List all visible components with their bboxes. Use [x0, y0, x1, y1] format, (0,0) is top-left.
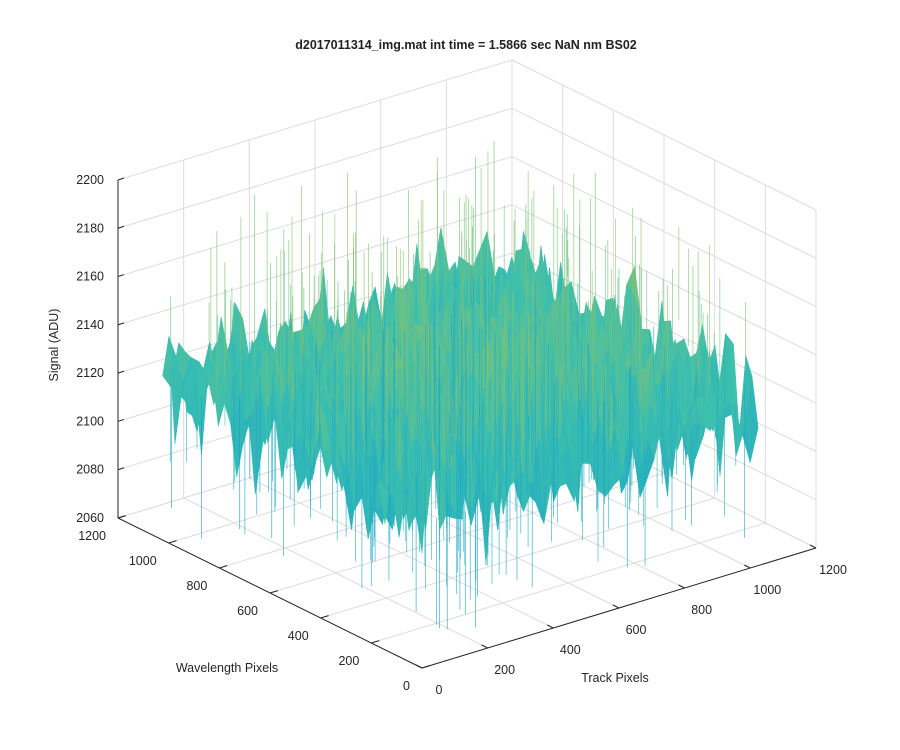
- z-tick-labels: 2060 2080 2100 2120 2140 2160 2180 2200: [76, 173, 104, 525]
- y-tick-label: 1200: [78, 529, 106, 543]
- back-wall-grid-z: [117, 204, 513, 326]
- z-tick-label: 2140: [76, 318, 104, 332]
- y-tick-mark: [219, 565, 228, 569]
- z-tick-mark: [117, 177, 125, 181]
- z-tick-label: 2180: [76, 221, 104, 235]
- x-tick-label: 600: [626, 623, 647, 637]
- chart-title: d2017011314_img.mat int time = 1.5866 se…: [295, 38, 637, 52]
- x-tick-mark: [612, 604, 620, 609]
- floor-grid-y: [320, 497, 715, 619]
- x-tick-mark: [415, 664, 423, 669]
- x-tick-label: 1200: [819, 563, 847, 577]
- x-tick-label: 0: [436, 683, 443, 697]
- x-tick-labels: 0 200 400 600 800 1000 1200: [436, 563, 847, 697]
- x-tick-label: 800: [691, 603, 712, 617]
- z-tick-mark: [117, 370, 125, 374]
- axis-lines: [117, 177, 817, 669]
- y-tick-label: 800: [186, 579, 207, 593]
- z-tick-mark: [117, 322, 125, 326]
- y-tick-mark: [269, 590, 279, 594]
- x-tick-label: 400: [560, 643, 581, 657]
- x-tick-mark: [678, 584, 685, 589]
- x-tick-mark: [744, 564, 751, 569]
- y-tick-label: 1000: [129, 554, 157, 568]
- y-tick-label: 0: [403, 679, 410, 693]
- y-tick-label: 400: [288, 629, 309, 643]
- floor-grid-y: [371, 522, 766, 644]
- z-tick-label: 2100: [76, 414, 104, 428]
- back-wall-grid-z: [117, 156, 513, 278]
- z-tick-label: 2160: [76, 270, 104, 284]
- x-tick-mark: [547, 624, 554, 629]
- side-wall-grid-z: [511, 107, 817, 259]
- y-tick-label: 600: [237, 604, 258, 618]
- surface: [162, 140, 759, 630]
- y-tick-labels: 0 200 400 600 800 1000 1200: [78, 529, 410, 693]
- x-tick-mark: [809, 544, 817, 549]
- z-tick-mark: [117, 225, 125, 229]
- z-tick-mark: [117, 418, 125, 422]
- y-tick-label: 200: [338, 654, 359, 668]
- x-tick-label: 200: [494, 663, 515, 677]
- z-axis-label: Signal (ADU): [47, 309, 61, 382]
- x-tick-label: 1000: [753, 583, 781, 597]
- side-wall-grid-z: [511, 204, 817, 356]
- back-wall-grid-z: [117, 59, 513, 181]
- z-tick-label: 2080: [76, 463, 104, 477]
- y-axis-label: Wavelength Pixels: [176, 661, 278, 675]
- y-tick-mark: [168, 540, 177, 544]
- y-tick-mark: [371, 640, 380, 644]
- side-wall-grid-z: [511, 156, 817, 308]
- y-tick-mark: [421, 665, 431, 669]
- x-tick-mark: [481, 644, 488, 649]
- back-wall-grid-z: [117, 107, 513, 229]
- z-tick-label: 2060: [76, 511, 104, 525]
- z-tick-mark: [117, 467, 125, 471]
- y-tick-mark: [320, 615, 329, 619]
- z-tick-label: 2120: [76, 366, 104, 380]
- side-wall-grid-z: [511, 59, 817, 211]
- x-axis-label: Track Pixels: [581, 671, 649, 685]
- z-tick-label: 2200: [76, 173, 104, 187]
- z-tick-mark: [117, 274, 125, 278]
- y-tick-mark: [117, 515, 127, 519]
